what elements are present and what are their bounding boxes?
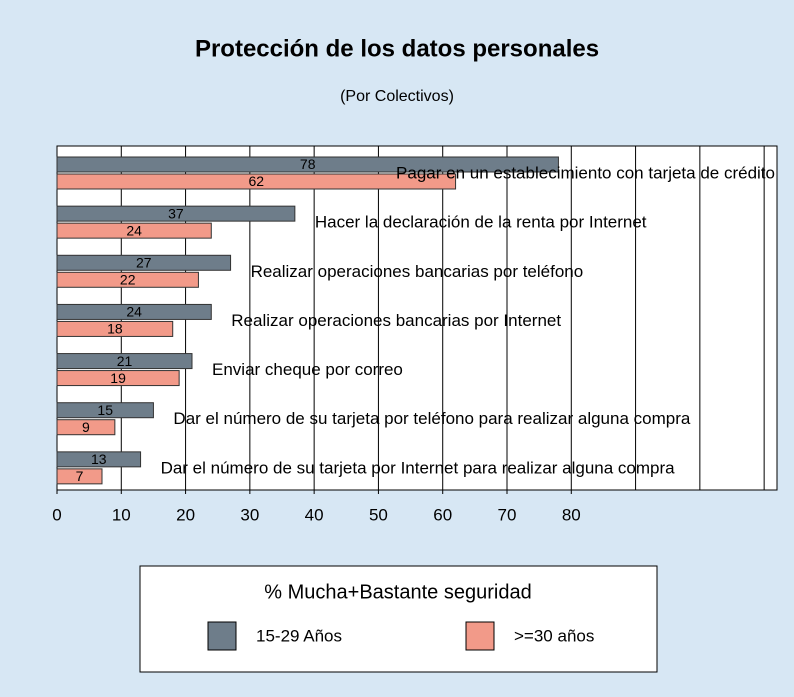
category-label: Realizar operaciones bancarias por teléf…: [251, 262, 584, 281]
value-label: 22: [120, 271, 136, 287]
category-label: Realizar operaciones bancarias por Inter…: [231, 311, 561, 330]
bar: [56, 353, 193, 370]
x-tick-label: 10: [112, 505, 131, 524]
bar: [56, 303, 212, 320]
legend-label: 15-29 Años: [256, 626, 342, 645]
x-tick-label: 0: [52, 505, 61, 524]
x-tick-label: 50: [369, 505, 388, 524]
bar: [56, 156, 559, 173]
bar: [56, 451, 142, 468]
bar: [56, 254, 232, 271]
value-label: 78: [300, 156, 316, 172]
value-label: 18: [107, 321, 123, 337]
legend-label: >=30 años: [514, 626, 594, 645]
x-tick-label: 60: [433, 505, 452, 524]
x-tick-label: 80: [562, 505, 581, 524]
bar: [56, 402, 154, 419]
bar: [56, 271, 199, 288]
value-label: 7: [76, 468, 84, 484]
bar: [56, 222, 212, 239]
bar: [56, 370, 180, 387]
value-label: 19: [110, 370, 126, 386]
category-label: Dar el número de su tarjeta por teléfono…: [173, 409, 690, 428]
category-label: Dar el número de su tarjeta por Internet…: [161, 458, 676, 477]
legend-title: % Mucha+Bastante seguridad: [264, 581, 531, 603]
bar: [56, 419, 116, 436]
legend: [139, 565, 658, 673]
x-tick-label: 20: [176, 505, 195, 524]
value-label: 13: [91, 451, 107, 467]
value-label: 27: [136, 254, 152, 270]
x-tick-label: 40: [305, 505, 324, 524]
category-label: Enviar cheque por correo: [212, 360, 403, 379]
legend-swatch: [207, 621, 237, 651]
chart-subtitle: (Por Colectivos): [340, 88, 454, 105]
value-label: 9: [82, 419, 90, 435]
bar: [56, 468, 103, 485]
x-tick-label: 30: [240, 505, 259, 524]
bar: [56, 320, 174, 337]
value-label: 24: [126, 222, 142, 238]
legend-swatch: [465, 621, 495, 651]
chart-title: Protección de los datos personales: [195, 35, 599, 62]
value-label: 21: [117, 353, 133, 369]
x-tick-label: 70: [498, 505, 517, 524]
value-label: 37: [168, 205, 184, 221]
value-label: 15: [97, 402, 113, 418]
category-label: Pagar en un establecimiento con tarjeta …: [396, 163, 775, 182]
value-label: 62: [248, 173, 264, 189]
bar: [56, 173, 457, 190]
bar: [56, 205, 296, 222]
value-label: 24: [126, 304, 142, 320]
category-label: Hacer la declaración de la renta por Int…: [315, 213, 647, 232]
